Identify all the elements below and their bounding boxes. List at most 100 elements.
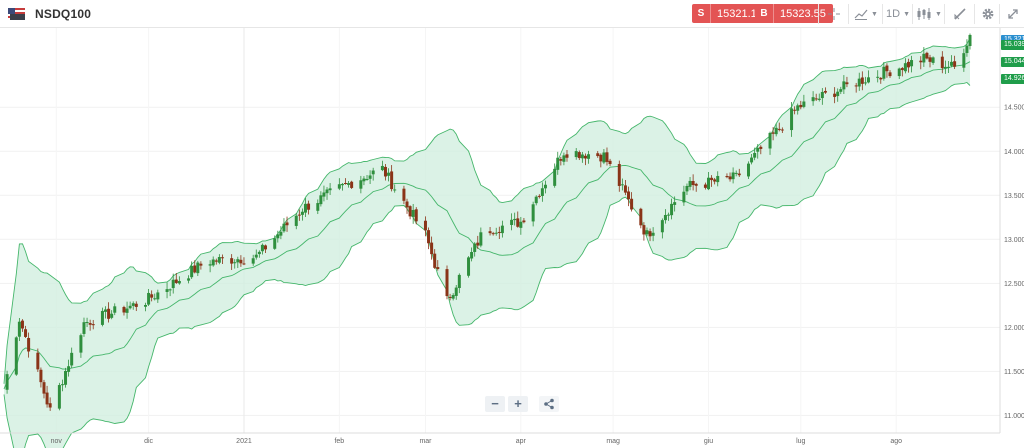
crosshair-button[interactable] xyxy=(818,4,849,24)
candle-body xyxy=(519,221,523,228)
gear-icon xyxy=(982,8,993,20)
candle-body xyxy=(60,384,64,386)
x-tick-label: giu xyxy=(704,438,713,445)
candle-body xyxy=(479,232,483,246)
candle-body xyxy=(371,170,375,175)
candle-body xyxy=(534,196,538,204)
zoom-in-button[interactable]: + xyxy=(508,396,528,412)
bollinger-band xyxy=(3,37,971,448)
candle-body xyxy=(713,179,717,182)
chevron-down-icon: ▼ xyxy=(935,10,942,18)
candle-body xyxy=(845,82,849,85)
candle-body xyxy=(710,177,714,181)
candle-body xyxy=(737,173,741,176)
candle-body xyxy=(639,208,643,226)
candle-body xyxy=(587,154,591,159)
candle-body xyxy=(623,185,627,193)
lower-band-line xyxy=(3,81,971,448)
candle-body xyxy=(414,209,418,222)
band-fill xyxy=(4,38,970,448)
candle-body xyxy=(199,263,203,266)
candle-body xyxy=(100,310,104,325)
candle-body xyxy=(627,191,631,200)
candle-body xyxy=(322,192,326,197)
candle-body xyxy=(857,78,861,87)
candle-body xyxy=(820,91,824,99)
middle-band-line xyxy=(3,61,971,390)
candle-body xyxy=(134,303,138,307)
candle-body xyxy=(608,160,612,165)
candle-body xyxy=(42,382,46,394)
sell-button[interactable]: S 15321.15 xyxy=(692,4,770,23)
candle-body xyxy=(673,202,677,205)
candle-body xyxy=(823,90,827,93)
y-tick-label: 11.500 xyxy=(1004,369,1024,376)
sell-price: 15321.15 xyxy=(717,7,763,20)
timeframe-selector[interactable]: 1D ▼ xyxy=(882,4,913,24)
candle-body xyxy=(251,258,255,264)
candle-body xyxy=(497,231,501,233)
candle-body xyxy=(20,320,24,329)
us-flag-icon xyxy=(8,8,25,20)
chart-type-button[interactable]: ▼ xyxy=(848,4,883,24)
candle-body xyxy=(562,155,566,162)
candle-body xyxy=(325,189,329,194)
candle-body xyxy=(153,298,157,300)
buy-label: B xyxy=(760,8,768,19)
candle-body xyxy=(906,61,910,68)
share-icon xyxy=(544,398,554,410)
price-tag: 14.926 xyxy=(1001,74,1024,84)
candle-body xyxy=(602,152,606,163)
candle-body xyxy=(70,352,74,366)
candle-body xyxy=(885,65,889,72)
candle-body xyxy=(365,178,369,180)
candle-body xyxy=(531,204,535,222)
candle-body xyxy=(300,211,304,215)
candle-body xyxy=(599,154,603,162)
chevron-down-icon: ▼ xyxy=(871,10,878,18)
candle-body xyxy=(842,81,846,90)
candle-body xyxy=(368,175,372,179)
y-tick-label: 12.000 xyxy=(1004,325,1024,332)
candle-body xyxy=(165,289,169,292)
candle-body xyxy=(448,296,452,298)
candle-body xyxy=(211,259,215,266)
candle-body xyxy=(362,178,366,182)
candle-body xyxy=(128,305,132,309)
candle-body xyxy=(257,251,261,255)
candle-body xyxy=(663,214,667,221)
price-chart[interactable]: 11.000 11.500 12.000 12.500 13.000 13.500 14.0… xyxy=(0,28,1024,448)
candle-body xyxy=(866,77,870,83)
candle-body xyxy=(190,265,194,278)
candle-body xyxy=(660,220,664,233)
symbol-area: NSDQ100 xyxy=(8,5,91,23)
candle-body xyxy=(605,152,609,162)
candle-style-button[interactable]: ▼ xyxy=(912,4,945,24)
candle-body xyxy=(888,72,892,77)
candle-body xyxy=(691,181,695,186)
draw-tools-button[interactable] xyxy=(944,4,975,24)
candle-body xyxy=(107,308,111,319)
candle-body xyxy=(467,257,471,276)
candle-body xyxy=(919,60,923,63)
candle-body xyxy=(85,322,89,324)
buy-button[interactable]: B 15323.55 xyxy=(755,4,833,23)
candle-body xyxy=(876,76,880,78)
candle-body xyxy=(242,263,246,265)
candle-body xyxy=(746,163,750,177)
candle-body xyxy=(728,176,732,180)
share-button[interactable] xyxy=(539,396,559,412)
candle-body xyxy=(565,154,569,158)
candle-body xyxy=(925,52,929,59)
candle-body xyxy=(390,171,394,190)
candle-body xyxy=(5,374,9,390)
fullscreen-button[interactable] xyxy=(999,4,1024,24)
candle-body xyxy=(14,337,18,375)
candle-body xyxy=(583,155,587,159)
candle-body xyxy=(903,63,907,72)
zoom-out-button[interactable]: − xyxy=(485,396,505,412)
candle-body xyxy=(263,245,267,250)
candle-body xyxy=(350,181,354,188)
settings-button[interactable] xyxy=(974,4,1000,24)
candle-body xyxy=(750,157,754,163)
